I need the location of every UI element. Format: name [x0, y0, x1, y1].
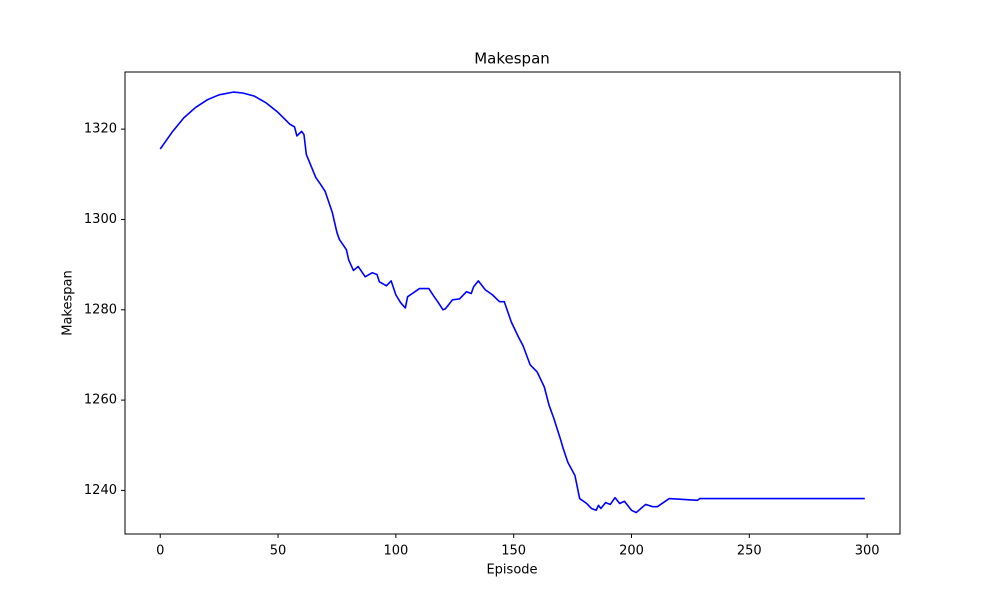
- x-tick-label: 100: [383, 544, 408, 559]
- data-line: [159, 91, 865, 514]
- y-tick-label: 1300: [84, 212, 117, 227]
- y-tick-label: 1320: [84, 122, 117, 137]
- y-axis-label: Makespan: [61, 270, 76, 335]
- y-tick-label: 1260: [84, 393, 117, 408]
- y-tick-label: 1240: [84, 483, 117, 498]
- y-tick-label: 1280: [84, 302, 117, 317]
- x-tick-label: 0: [156, 544, 164, 559]
- x-tick-label: 200: [619, 544, 644, 559]
- x-tick-label: 300: [855, 544, 880, 559]
- plot-frame: [124, 71, 901, 535]
- x-tick-label: 50: [270, 544, 287, 559]
- x-tick-label: 250: [737, 544, 762, 559]
- x-axis-label: Episode: [486, 563, 537, 578]
- x-tick-label: 150: [501, 544, 526, 559]
- chart-title: Makespan: [474, 50, 550, 68]
